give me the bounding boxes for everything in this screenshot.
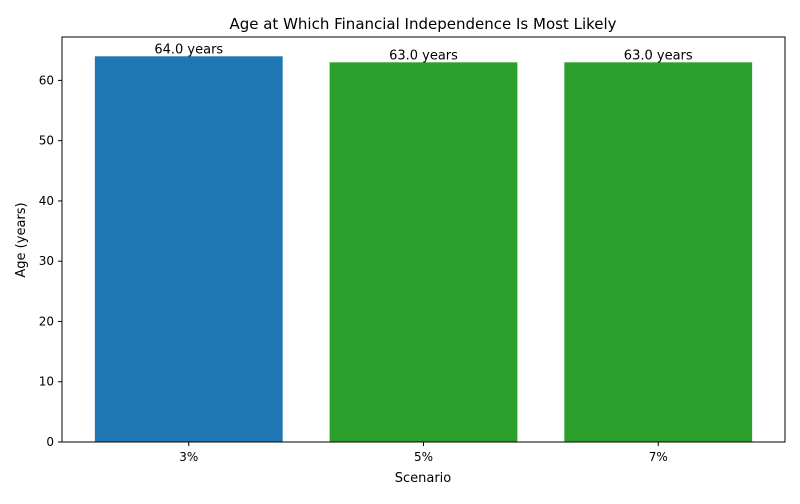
y-tick-label: 0 bbox=[46, 435, 54, 449]
x-tick-label: 7% bbox=[649, 450, 668, 464]
bar-3% bbox=[94, 56, 283, 443]
y-tick-label: 20 bbox=[39, 314, 54, 328]
y-tick-label: 10 bbox=[39, 375, 54, 389]
x-tick-label: 5% bbox=[414, 450, 433, 464]
bar-7% bbox=[564, 62, 753, 442]
y-tick-label: 30 bbox=[39, 254, 54, 268]
y-tick-label: 50 bbox=[39, 134, 54, 148]
plot-frame bbox=[61, 36, 786, 443]
data-label: 64.0 years bbox=[154, 42, 223, 57]
x-tick-label: 3% bbox=[179, 450, 198, 464]
bar-5% bbox=[329, 62, 518, 442]
y-tick-label: 60 bbox=[39, 73, 54, 87]
data-label: 63.0 years bbox=[624, 48, 693, 63]
y-tick-label: 40 bbox=[39, 194, 54, 208]
x-axis-label: Scenario bbox=[395, 471, 452, 486]
y-axis-label: Age (years) bbox=[14, 202, 29, 277]
chart-title: Age at Which Financial Independence Is M… bbox=[229, 15, 616, 33]
data-label: 63.0 years bbox=[389, 48, 458, 63]
